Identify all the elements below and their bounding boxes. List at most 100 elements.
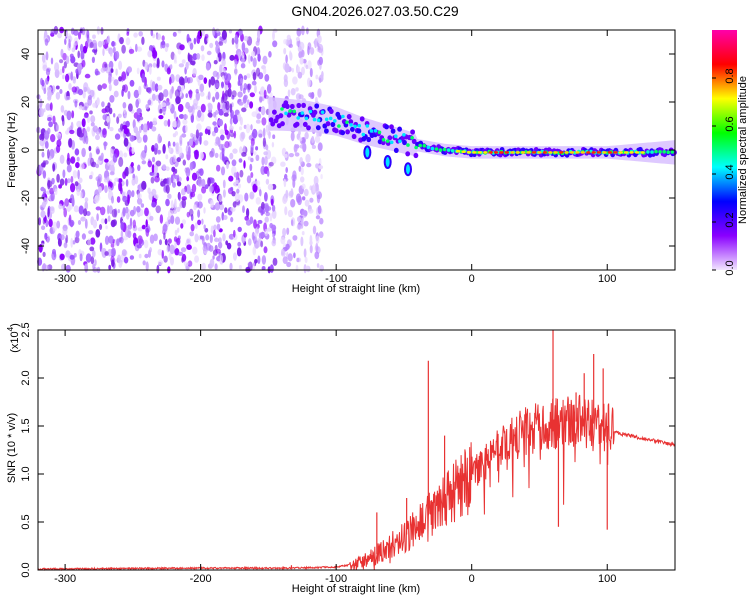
spectrogram-noise-speck (212, 70, 218, 78)
spectrogram-noise-speck (185, 61, 189, 70)
spectrogram-noise-speck (58, 184, 62, 189)
spectrogram-noise-speck (301, 183, 306, 190)
spectrogram-noise-speck (197, 30, 203, 40)
spectrogram-noise-speck (87, 86, 90, 95)
spectrogram-noise-speck (71, 86, 78, 93)
spectrogram-track-peak (670, 150, 675, 154)
spectrogram-noise-speck (116, 116, 120, 124)
spectrogram-noise-speck (284, 63, 290, 73)
spectrogram-noise-speck (69, 219, 75, 227)
spectrogram-noise-speck (219, 64, 223, 74)
spectrogram-noise-speck (64, 198, 69, 207)
spectrogram-track-blob (383, 155, 392, 169)
spectrogram-noise-speck (201, 218, 204, 225)
spectrogram-noise-speck (244, 103, 249, 109)
spectrogram-noise-speck (140, 203, 145, 208)
spectrogram-noise-speck (121, 249, 127, 257)
spectrogram-track-cell (413, 152, 419, 159)
spectrogram-noise-speck (244, 215, 249, 221)
spectrogram-noise-speck (168, 193, 172, 199)
spectrogram-noise-speck (315, 235, 320, 244)
spectrogram-noise-speck (47, 179, 51, 190)
spectrogram-noise-speck (309, 197, 314, 203)
spectrogram-noise-speck (133, 32, 138, 38)
spectrogram-noise-speck (177, 227, 180, 233)
spectrogram-noise-speck (50, 191, 55, 202)
spectrogram-noise-speck (65, 55, 70, 65)
spectrogram-noise-speck (255, 154, 260, 161)
spectrogram-noise-speck (283, 78, 289, 88)
spectrogram-noise-speck (111, 208, 117, 218)
spectrogram-noise-speck (305, 153, 311, 163)
spectrogram-noise-speck (71, 110, 75, 119)
spectrogram-noise-speck (118, 181, 122, 192)
spectrogram-noise-speck (191, 105, 195, 115)
spectrogram-noise-speck (258, 95, 263, 104)
spectrogram-y-tick-label: 0 (20, 147, 32, 153)
spectrogram-noise-speck (207, 91, 211, 100)
snr-background (38, 330, 675, 570)
spectrogram-noise-speck (191, 183, 197, 193)
spectrogram-track-core (531, 151, 537, 154)
spectrogram-noise-speck (104, 63, 108, 68)
spectrogram-noise-speck (111, 259, 115, 268)
spectrogram-track-core (537, 151, 542, 154)
spectrogram-noise-speck (215, 216, 221, 223)
spectrogram-noise-speck (161, 60, 165, 68)
spectrogram-noise-speck (149, 215, 154, 221)
spectrogram-track-cell (289, 103, 295, 110)
spectrogram-noise-speck (180, 223, 184, 229)
spectrogram-track-core (634, 151, 640, 154)
spectrogram-noise-speck (241, 52, 245, 59)
spectrogram-track-peak (438, 148, 443, 152)
spectrogram-noise-speck (161, 249, 164, 259)
spectrogram-noise-speck (320, 174, 323, 180)
spectrogram-track-core (521, 151, 526, 154)
spectrogram-noise-speck (280, 236, 286, 245)
spectrogram-noise-speck (302, 209, 308, 218)
spectrogram-noise-speck (142, 260, 146, 266)
spectrogram-noise-speck (296, 27, 302, 37)
spectrogram-track-core (613, 151, 618, 154)
spectrogram-noise-speck (90, 115, 96, 123)
spectrogram-noise-speck (291, 219, 294, 227)
spectrogram-noise-speck (163, 89, 169, 98)
spectrogram-noise-speck (207, 112, 213, 118)
spectrogram-noise-speck (69, 129, 75, 135)
spectrogram-noise-speck (309, 92, 314, 100)
spectrogram-track-core (455, 149, 461, 153)
spectrogram-x-tick-label: -100 (325, 273, 347, 285)
spectrogram-track-peak (422, 143, 427, 148)
spectrogram-noise-speck (90, 122, 95, 127)
spectrogram-noise-speck (315, 74, 319, 80)
spectrogram-noise-speck (132, 232, 137, 239)
spectrogram-track-blob (404, 162, 413, 177)
spectrogram-noise-speck (177, 251, 184, 256)
spectrogram-noise-speck (178, 63, 185, 68)
spectrogram-noise-speck (100, 67, 106, 73)
spectrogram-noise-speck (169, 64, 173, 70)
spectrogram-noise-speck (100, 27, 104, 35)
spectrogram-noise-speck (90, 237, 96, 245)
snr-scale-close: ) (9, 323, 21, 327)
spectrogram-track-cell (314, 103, 320, 109)
spectrogram-noise-speck (185, 184, 191, 195)
spectrogram-noise-speck (104, 158, 109, 163)
spectrogram-noise-speck (106, 116, 110, 123)
spectrogram-noise-speck (216, 164, 221, 172)
snr-x-tick-label: -200 (190, 573, 212, 585)
spectrogram-noise-speck (62, 74, 65, 80)
spectrogram-noise-speck (104, 185, 108, 194)
spectrogram-noise-speck (201, 262, 206, 271)
spectrogram-noise-speck (149, 234, 155, 244)
spectrogram-noise-speck (102, 48, 105, 57)
spectrogram-noise-speck (41, 225, 46, 230)
spectrogram-noise-speck (57, 32, 62, 39)
spectrogram-noise-speck (120, 123, 124, 131)
spectrogram-noise-speck (153, 233, 158, 242)
spectrogram-noise-speck (77, 50, 80, 59)
spectrogram-noise-speck (252, 71, 257, 81)
spectrogram-track-core (493, 151, 499, 154)
spectrogram-track-core (548, 151, 553, 154)
spectrogram-noise-speck (154, 175, 160, 183)
